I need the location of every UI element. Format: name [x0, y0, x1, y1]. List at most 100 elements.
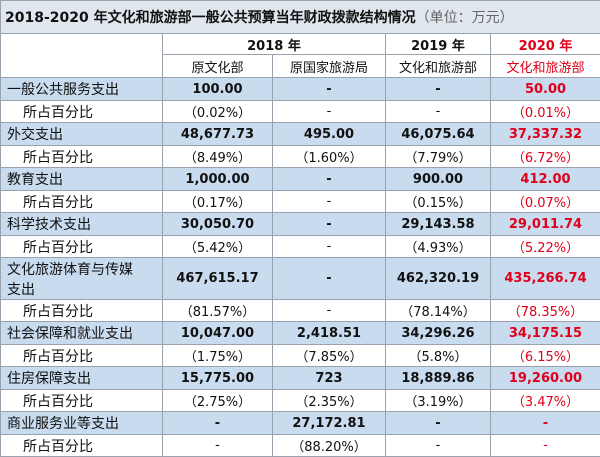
title-cell: 2018-2020 年文化和旅游部一般公共预算当年财政拨款结构情况（单位：万元） [1, 1, 600, 34]
row-label: 一般公共服务支出 [1, 78, 163, 101]
row-label: 文化旅游体育与传媒支出 [1, 258, 163, 300]
value-cell: - [273, 101, 386, 123]
row-label: 外交支出 [1, 123, 163, 146]
row-label: 所占百分比 [1, 191, 163, 213]
value-cell: （1.75%） [163, 345, 273, 367]
value-cell: - [386, 412, 491, 435]
value-cell: - [273, 258, 386, 300]
value-cell: （0.01%） [491, 101, 600, 123]
row-label: 所占百分比 [1, 236, 163, 258]
value-cell: 48,677.73 [163, 123, 273, 146]
value-cell: - [273, 168, 386, 191]
value-cell: 15,775.00 [163, 367, 273, 390]
value-cell: （6.15%） [491, 345, 600, 367]
percent-row: 所占百分比（0.17%）-（0.15%）（0.07%） [1, 191, 600, 213]
row-label: 所占百分比 [1, 435, 163, 457]
value-cell: （78.35%） [491, 300, 600, 322]
value-cell: 19,260.00 [491, 367, 600, 390]
row-label: 教育支出 [1, 168, 163, 191]
value-cell: （3.19%） [386, 390, 491, 412]
value-cell: （4.93%） [386, 236, 491, 258]
value-cell: （0.17%） [163, 191, 273, 213]
row-label: 住房保障支出 [1, 367, 163, 390]
row-label: 商业服务业等支出 [1, 412, 163, 435]
value-cell: （88.20%） [273, 435, 386, 457]
value-cell: （8.49%） [163, 146, 273, 168]
value-cell: - [273, 213, 386, 236]
unit: （单位：万元） [416, 10, 514, 26]
value-cell: - [386, 78, 491, 101]
title: 2018-2020 年文化和旅游部一般公共预算当年财政拨款结构情况 [5, 10, 416, 26]
value-cell: 412.00 [491, 168, 600, 191]
value-cell: - [491, 435, 600, 457]
value-cell: - [163, 435, 273, 457]
value-cell: - [386, 435, 491, 457]
value-cell: （78.14%） [386, 300, 491, 322]
value-cell: 37,337.32 [491, 123, 600, 146]
row-label: 社会保障和就业支出 [1, 322, 163, 345]
corner-cell [1, 34, 163, 78]
value-cell: （5.8%） [386, 345, 491, 367]
value-cell: - [386, 101, 491, 123]
value-cell: 50.00 [491, 78, 600, 101]
category-row: 商业服务业等支出-27,172.81-- [1, 412, 600, 435]
department-header: 原文化部 [163, 55, 273, 78]
row-label: 科学技术支出 [1, 213, 163, 236]
value-cell: 467,615.17 [163, 258, 273, 300]
value-cell: 34,296.26 [386, 322, 491, 345]
value-cell: - [163, 412, 273, 435]
value-cell: 18,889.86 [386, 367, 491, 390]
value-cell: 2,418.51 [273, 322, 386, 345]
value-cell: 100.00 [163, 78, 273, 101]
department-header: 原国家旅游局 [273, 55, 386, 78]
row-label: 所占百分比 [1, 345, 163, 367]
value-cell: （0.02%） [163, 101, 273, 123]
percent-row: 所占百分比（0.02%）--（0.01%） [1, 101, 600, 123]
value-cell: （5.22%） [491, 236, 600, 258]
value-cell: （2.75%） [163, 390, 273, 412]
value-cell: （7.79%） [386, 146, 491, 168]
row-label: 所占百分比 [1, 146, 163, 168]
title-row: 2018-2020 年文化和旅游部一般公共预算当年财政拨款结构情况（单位：万元） [1, 1, 600, 34]
value-cell: （6.72%） [491, 146, 600, 168]
percent-row: 所占百分比（1.75%）（7.85%）（5.8%）（6.15%） [1, 345, 600, 367]
value-cell: 29,143.58 [386, 213, 491, 236]
value-cell: （5.42%） [163, 236, 273, 258]
value-cell: 27,172.81 [273, 412, 386, 435]
value-cell: 46,075.64 [386, 123, 491, 146]
percent-row: 所占百分比-（88.20%）-- [1, 435, 600, 457]
department-header: 文化和旅游部 [386, 55, 491, 78]
value-cell: 900.00 [386, 168, 491, 191]
value-cell: 34,175.15 [491, 322, 600, 345]
percent-row: 所占百分比（2.75%）（2.35%）（3.19%）（3.47%） [1, 390, 600, 412]
value-cell: （81.57%） [163, 300, 273, 322]
value-cell: 723 [273, 367, 386, 390]
row-label: 所占百分比 [1, 390, 163, 412]
value-cell: 30,050.70 [163, 213, 273, 236]
percent-row: 所占百分比（5.42%）-（4.93%）（5.22%） [1, 236, 600, 258]
department-header: 文化和旅游部 [491, 55, 600, 78]
percent-row: 所占百分比（8.49%）（1.60%）（7.79%）（6.72%） [1, 146, 600, 168]
value-cell: 1,000.00 [163, 168, 273, 191]
row-label: 所占百分比 [1, 300, 163, 322]
year-header: 2019 年 [386, 34, 491, 55]
value-cell: 10,047.00 [163, 322, 273, 345]
year-header: 2020 年 [491, 34, 600, 55]
value-cell: （2.35%） [273, 390, 386, 412]
year-header: 2018 年 [163, 34, 386, 55]
value-cell: 495.00 [273, 123, 386, 146]
value-cell: （0.15%） [386, 191, 491, 213]
year-row: 2018 年 2019 年 2020 年 [1, 34, 600, 55]
value-cell: （7.85%） [273, 345, 386, 367]
value-cell: - [491, 412, 600, 435]
value-cell: 29,011.74 [491, 213, 600, 236]
